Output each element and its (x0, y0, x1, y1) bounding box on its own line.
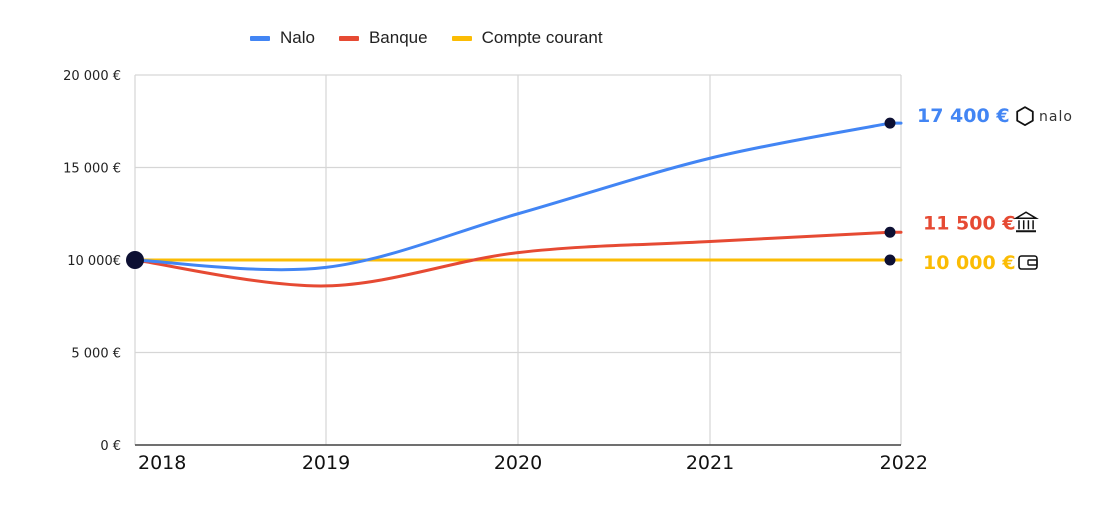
x-tick-label: 2018 (138, 452, 186, 474)
legend-label-nalo: Nalo (280, 28, 315, 47)
legend-item-compte-courant[interactable]: Compte courant (451, 28, 603, 48)
end-point-marker (884, 254, 896, 266)
y-tick-label: 15 000 € (63, 162, 121, 177)
chart-legend: Nalo Banque Compte courant (250, 28, 603, 48)
x-tick-label: 2020 (494, 452, 542, 474)
series-line-banque (133, 230, 903, 288)
x-tick-label: 2022 (880, 452, 928, 474)
legend-item-nalo[interactable]: Nalo (250, 28, 315, 48)
legend-item-banque[interactable]: Banque (338, 28, 428, 48)
end-value-label: 17 400 € (917, 105, 1010, 127)
legend-label-compte-courant: Compte courant (481, 28, 603, 47)
end-point-marker (884, 226, 896, 238)
y-tick-label: 5 000 € (71, 347, 121, 362)
start-point-marker (126, 251, 144, 269)
legend-swatch-nalo (250, 35, 270, 41)
bank-icon (1013, 211, 1039, 220)
series-line-nalo (133, 121, 903, 272)
nalo-brand-text: nalo (1039, 109, 1073, 125)
nalo-logo-icon (1016, 106, 1034, 126)
legend-label-banque: Banque (368, 28, 428, 47)
legend-swatch-banque (338, 35, 359, 41)
legend-swatch-compte-courant (451, 35, 472, 41)
x-tick-label: 2019 (302, 452, 350, 474)
y-tick-label: 0 € (100, 439, 121, 454)
end-value-label: 11 500 € (923, 212, 1016, 234)
x-tick-label: 2021 (686, 452, 734, 474)
y-tick-label: 20 000 € (63, 69, 121, 84)
end-point-marker (884, 117, 896, 129)
wallet-icon-pocket (1027, 259, 1038, 266)
end-value-label: 10 000 € (923, 252, 1016, 274)
y-tick-label: 10 000€ (67, 254, 121, 269)
